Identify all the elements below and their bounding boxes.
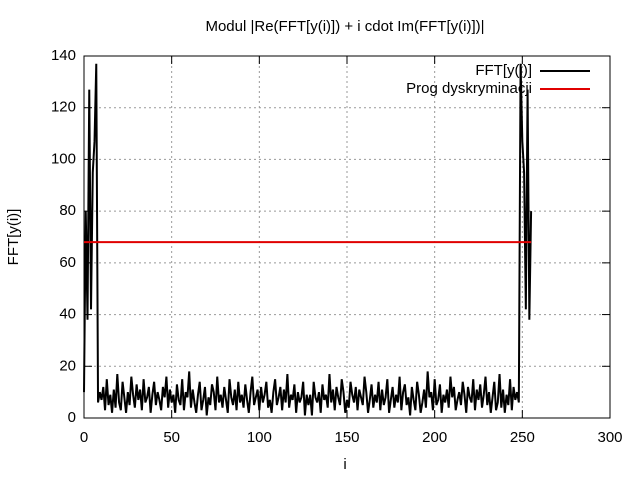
x-tick-label: 50 [163,429,180,446]
y-tick-label: 20 [59,357,76,374]
y-tick-label: 140 [51,47,76,64]
x-axis-label: i [343,456,346,473]
y-tick-label: 0 [68,409,76,426]
x-tick-label: 100 [247,429,272,446]
x-tick-label: 300 [597,429,622,446]
chart-title: Modul |Re(FFT[y(i)]) + i cdot Im(FFT[y(i… [205,18,484,35]
y-tick-label: 120 [51,99,76,116]
legend-label: FFT[y(i)] [475,62,532,79]
series-line [83,63,533,416]
y-tick-label: 40 [59,306,76,323]
x-tick-label: 150 [334,429,359,446]
y-tick-label: 60 [59,254,76,271]
x-tick-label: 200 [422,429,447,446]
plot-frame [83,55,611,419]
x-tick-label: 250 [510,429,535,446]
y-tick-label: 80 [59,202,76,219]
y-tick-label: 100 [51,150,76,167]
y-axis-label: FFT[y(i)] [5,209,22,266]
x-tick-label: 0 [80,429,88,446]
legend-label: Prog dyskryminacji [406,80,532,97]
